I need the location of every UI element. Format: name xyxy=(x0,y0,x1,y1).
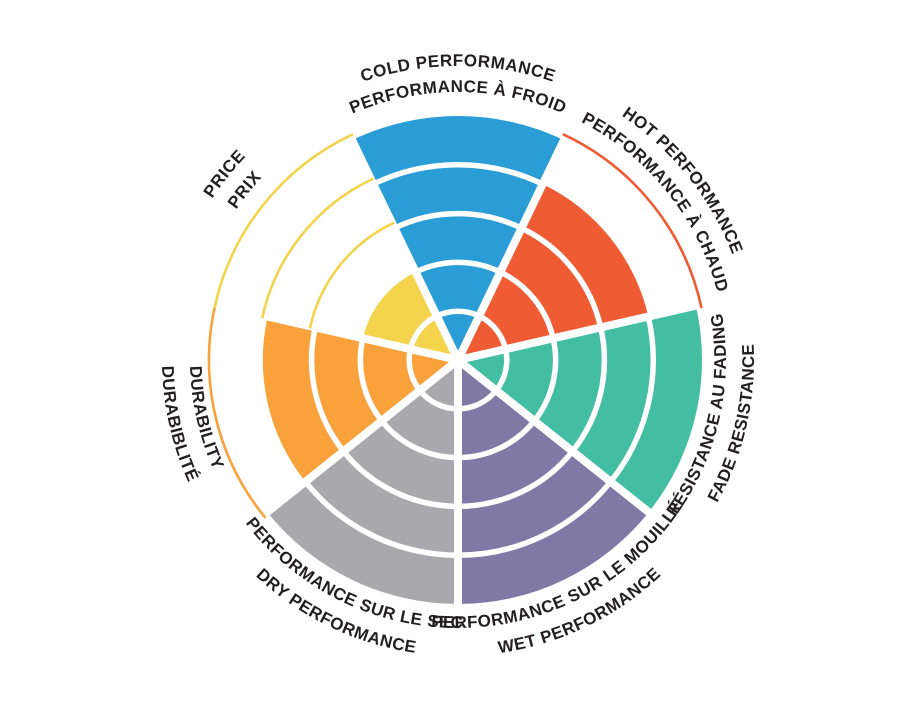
wedge-wet-performance xyxy=(458,360,649,604)
ring-separator-durability-2 xyxy=(357,337,384,423)
ring-separator-dry-performance-4 xyxy=(303,479,459,558)
sector-wedges xyxy=(262,115,702,604)
radial-separator-4 xyxy=(263,356,461,517)
ring-separator-dry-performance-3 xyxy=(341,449,459,510)
label-hot-performance-outer: HOT PERFORMANCE xyxy=(619,103,746,256)
radial-separator-2 xyxy=(455,356,653,517)
wedge-price xyxy=(362,272,458,360)
wedge-fade-resistance xyxy=(458,305,702,513)
wedge-cold-performance xyxy=(352,115,564,360)
ring-separator-dry-performance-2 xyxy=(379,419,459,461)
radial-separator-1 xyxy=(457,301,699,364)
wedge-hot-performance xyxy=(458,184,649,360)
radial-separator-6 xyxy=(347,136,462,362)
unfilled-ring-arc-price-5 xyxy=(213,132,354,309)
ring-separator-wet-performance-4 xyxy=(457,479,613,558)
wedge-dry-performance xyxy=(267,360,458,604)
center-hub xyxy=(449,351,467,369)
unfilled-ring-arc-price-4 xyxy=(260,177,375,319)
ring-separator-fade-resistance-2 xyxy=(532,337,559,423)
ring-separator-hot-performance-2 xyxy=(499,269,556,339)
unfilled-ring-arc-durability-5 xyxy=(207,300,267,519)
ring-separator-durability-3 xyxy=(308,326,346,453)
ring-separator-wet-performance-3 xyxy=(457,449,575,510)
label-cold-performance-inner: PERFORMANCE À FROID xyxy=(347,77,570,117)
ring-separator-fade-resistance-3 xyxy=(570,326,608,453)
radial-separator-5 xyxy=(217,301,459,364)
unfilled-ring-arc-hot-performance-5 xyxy=(562,132,703,309)
ring-separator-wet-performance-2 xyxy=(457,419,537,461)
radial-separator-0 xyxy=(454,136,569,362)
ring-separator-cold-performance-3 xyxy=(393,210,523,231)
unfilled-ring-arc-price-3 xyxy=(308,221,395,329)
ring-separator-fade-resistance-4 xyxy=(608,315,656,484)
radial-separators xyxy=(217,136,699,606)
ring-separator-hot-performance-3 xyxy=(520,225,604,329)
unfilled-ring-arcs xyxy=(207,132,703,519)
ring-separator-cold-performance-4 xyxy=(372,162,544,187)
ring-separator-cold-performance-2 xyxy=(414,259,502,275)
